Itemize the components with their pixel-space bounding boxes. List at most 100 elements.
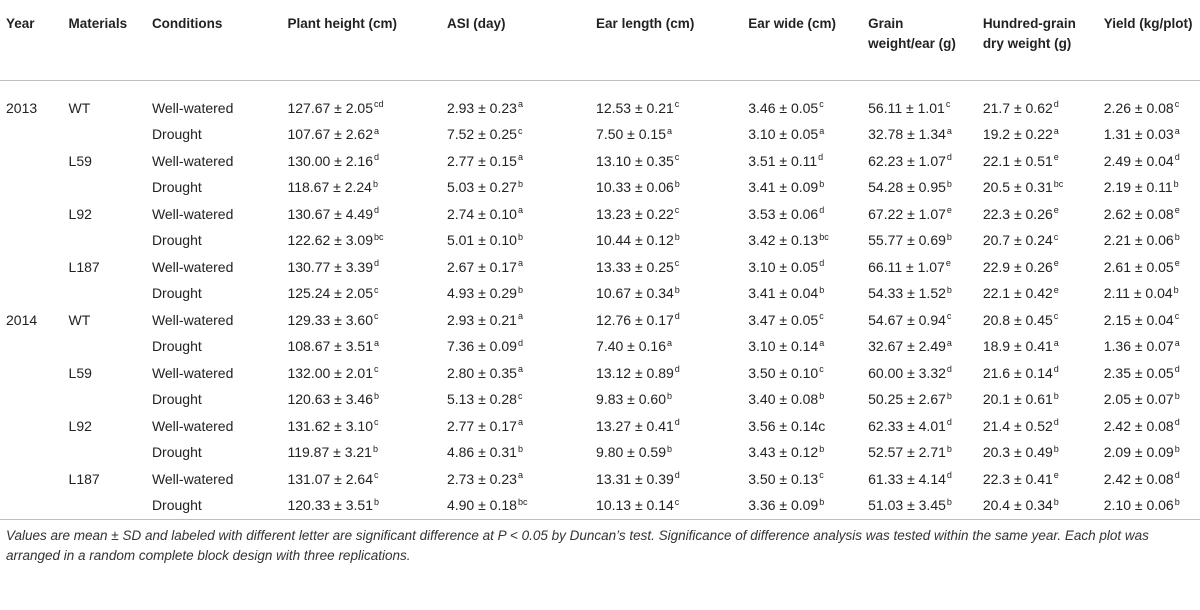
header-yield: Yield (kg/plot) [1097, 0, 1200, 81]
cell-value: 2.67 ± 0.17a [441, 254, 590, 281]
cell-value-text: 3.50 ± 0.10 [748, 364, 819, 381]
significance-letter: d [946, 364, 952, 375]
cell-value-text: 130.67 ± 4.49 [287, 205, 373, 222]
cell-value-text: 20.4 ± 0.34 [982, 497, 1053, 514]
cell-material: L92 [63, 413, 146, 440]
cell-value: 2.73 ± 0.23a [441, 466, 590, 493]
significance-letter: a [374, 337, 380, 348]
significance-letter: d [1053, 364, 1059, 375]
cell-value: 130.67 ± 4.49d [281, 201, 441, 228]
significance-letter: c [674, 496, 680, 507]
significance-letter: bc [1053, 178, 1064, 189]
cell-value-text: 3.47 ± 0.05 [748, 311, 819, 328]
significance-letter: a [517, 417, 523, 428]
cell-value-text: 127.67 ± 2.05 [287, 99, 373, 116]
significance-letter: c [1053, 231, 1059, 242]
cell-value-text: 120.63 ± 3.46 [287, 391, 373, 408]
significance-letter: a [517, 470, 523, 481]
cell-value-text: 7.50 ± 0.15 [596, 126, 667, 143]
cell-value-text: 107.67 ± 2.62 [287, 126, 373, 143]
table-row: L59 Well-watered 132.00 ± 2.01c 2.80 ± 0.35… [0, 360, 1200, 387]
cell-value: 1.31 ± 0.03a [1098, 121, 1200, 148]
significance-letter: b [372, 178, 378, 189]
significance-letter: e [945, 258, 951, 269]
cell-condition: Drought [146, 121, 282, 148]
cell-value-text: 129.33 ± 3.60 [287, 311, 373, 328]
significance-letter: b [946, 443, 952, 454]
cell-value-text: 22.1 ± 0.51 [982, 152, 1053, 169]
significance-letter: b [946, 284, 952, 295]
cell-value: 7.50 ± 0.15a [590, 121, 742, 148]
table-row: 2013 WT Well-watered 127.67 ± 2.05cd 2.93 ± … [0, 95, 1200, 122]
cell-condition-text: Drought [151, 391, 202, 408]
significance-letter: b [372, 443, 378, 454]
cell-condition: Well-watered [146, 201, 282, 228]
cell-material-text: L92 [68, 205, 92, 222]
cell-condition-text: Well-watered [151, 311, 234, 328]
cell-value: 10.44 ± 0.12b [590, 227, 742, 254]
significance-letter: d [946, 417, 952, 428]
cell-value: 10.13 ± 0.14c [590, 492, 743, 520]
cell-value-text: 4.90 ± 0.18 [446, 497, 517, 514]
cell-value: 62.23 ± 1.07d [862, 148, 977, 175]
significance-letter: b [1174, 231, 1180, 242]
cell-value: 12.53 ± 0.21c [590, 95, 742, 122]
significance-letter: b [1053, 390, 1059, 401]
cell-value-text: 7.40 ± 0.16 [596, 338, 667, 355]
cell-value-text: 2.15 ± 0.04 [1103, 311, 1174, 328]
cell-condition: Well-watered [146, 360, 282, 387]
header-plant-height: Plant height (cm) [281, 0, 441, 81]
cell-condition: Well-watered [146, 413, 282, 440]
cell-condition-text: Drought [151, 126, 202, 143]
cell-value: 9.80 ± 0.59b [590, 439, 742, 466]
cell-year: 2014 [0, 307, 63, 334]
significance-letter: cd [374, 99, 384, 110]
cell-value-text: 2.05 ± 0.07 [1103, 391, 1174, 408]
cell-value-text: 54.33 ± 1.52 [868, 285, 946, 302]
significance-letter: b [946, 496, 952, 507]
significance-letter: c [945, 99, 951, 110]
cell-material [63, 333, 146, 360]
cell-value: 2.21 ± 0.06b [1098, 227, 1200, 254]
cell-value: 2.19 ± 0.11b [1098, 174, 1200, 201]
cell-value-text: 2.77 ± 0.15 [446, 152, 517, 169]
cell-value-text: 130.77 ± 3.39 [287, 258, 373, 275]
cell-value-text: 132.00 ± 2.01 [287, 364, 373, 381]
cell-value-text: 3.43 ± 0.12 [748, 444, 819, 461]
cell-value-text: 2.35 ± 0.05 [1103, 364, 1174, 381]
cell-year [0, 466, 63, 493]
cell-year [0, 413, 63, 440]
cell-value: 3.10 ± 0.05a [742, 121, 862, 148]
cell-material: WT [63, 307, 146, 334]
significance-letter: b [1173, 284, 1179, 295]
cell-value: 2.74 ± 0.10a [441, 201, 590, 228]
cell-material: WT [63, 95, 146, 122]
table-body: 2013 WT Well-watered 127.67 ± 2.05cd 2.93 ± … [0, 80, 1200, 520]
table-row: L59 Well-watered 130.00 ± 2.16d 2.77 ± 0.15… [0, 148, 1200, 175]
cell-value: 3.10 ± 0.14a [742, 333, 862, 360]
cell-value-text: 7.52 ± 0.25 [446, 126, 517, 143]
significance-letter: b [1053, 496, 1059, 507]
significance-letter: b [674, 231, 680, 242]
significance-letter: d [674, 417, 680, 428]
cell-value-text: 2.77 ± 0.17 [446, 417, 517, 434]
cell-value-text: 18.9 ± 0.41 [982, 338, 1053, 355]
cell-value-text: 2.19 ± 0.11 [1103, 179, 1173, 196]
cell-value-text: 13.23 ± 0.22 [596, 205, 674, 222]
cell-material: L59 [63, 148, 146, 175]
significance-letter: a [819, 125, 825, 136]
cell-value: 5.13 ± 0.28c [441, 386, 590, 413]
significance-letter: c [674, 205, 680, 216]
cell-value-text: 3.50 ± 0.13 [748, 470, 819, 487]
significance-letter: b [819, 284, 825, 295]
cell-value: 3.47 ± 0.05c [742, 307, 862, 334]
cell-value: 66.11 ± 1.07e [862, 254, 977, 281]
header-hundred-grain-weight: Hundred-grain dry weight (g) [976, 0, 1098, 81]
significance-letter: a [517, 152, 523, 163]
cell-value-text: 3.36 ± 0.09 [748, 497, 819, 514]
table-footnote: Values are mean ± SD and labeled with di… [6, 527, 1149, 563]
cell-value: 2.11 ± 0.04b [1098, 280, 1200, 307]
cell-year-text: 2014 [6, 311, 38, 328]
significance-letter: d [674, 364, 680, 375]
significance-letter: c [1174, 311, 1180, 322]
